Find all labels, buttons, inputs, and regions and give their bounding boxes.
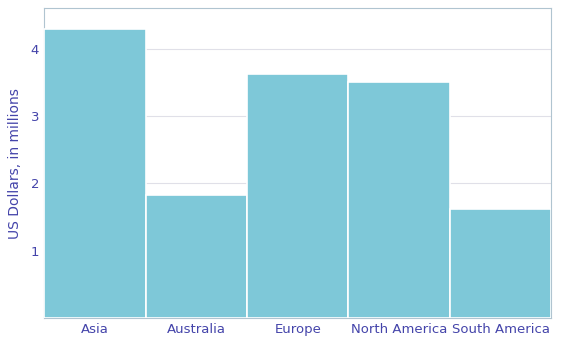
Bar bbox=[349, 82, 450, 318]
Bar bbox=[146, 195, 247, 318]
Bar bbox=[44, 29, 146, 318]
Bar bbox=[450, 209, 551, 318]
Bar bbox=[247, 74, 349, 318]
Y-axis label: US Dollars, in millions: US Dollars, in millions bbox=[8, 88, 23, 238]
